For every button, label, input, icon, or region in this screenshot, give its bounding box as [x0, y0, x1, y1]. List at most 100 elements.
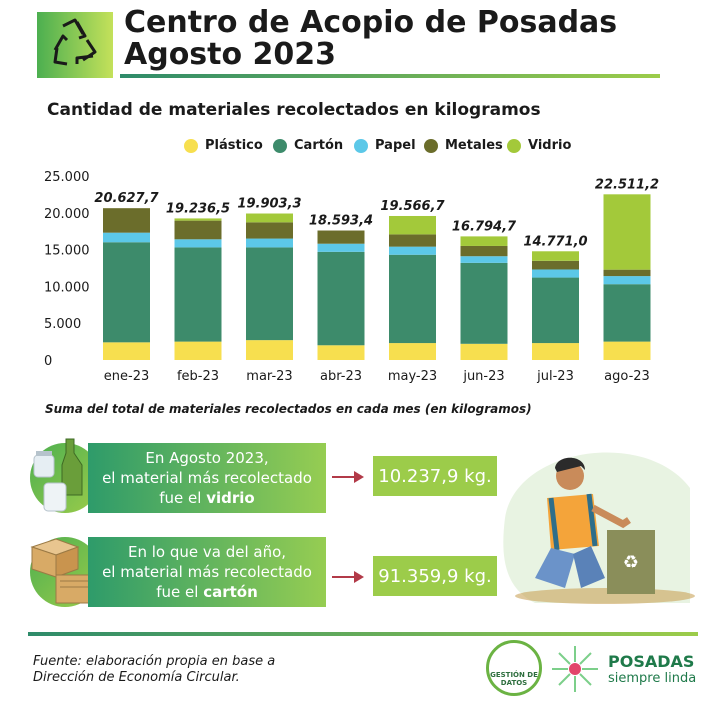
- bar-segment-metales: [246, 222, 293, 239]
- chart-caption: Suma del total de materiales recolectado…: [45, 402, 532, 416]
- x-tick-label: jul-23: [536, 369, 574, 384]
- page-title-line1: Centro de Acopio de Posadas: [124, 5, 618, 40]
- posadas-flower-logo-icon: [548, 642, 602, 696]
- highlight-august-prefix: fue el: [159, 489, 207, 507]
- stacked-bar-chart: 0 5.000 10.000 15.000 20.000 25.000 20.627,7 en…: [44, 170, 659, 384]
- y-tick-label: 20.000: [44, 207, 90, 222]
- person-recycling-icon: ♻: [495, 428, 695, 608]
- bar-segment-carton: [389, 254, 436, 344]
- x-tick-label: abr-23: [320, 369, 362, 384]
- bar-segment-vidrio: [174, 218, 222, 221]
- y-tick-label: 15.000: [44, 244, 90, 259]
- bar-segment-carton: [460, 262, 508, 344]
- x-tick-label: ene-23: [104, 369, 149, 384]
- bar-segment-metales: [603, 269, 651, 277]
- bar-segment-vidrio: [246, 213, 293, 223]
- municipal-name: POSADAS: [608, 652, 695, 671]
- chart-subtitle: Cantidad de materiales recolectados en k…: [47, 100, 541, 120]
- bar-segment-carton: [174, 247, 222, 342]
- bar-segment-plastico: [103, 342, 150, 360]
- x-tick-label: may-23: [388, 369, 437, 384]
- municipal-tagline: siempre linda: [608, 671, 697, 686]
- bar-segment-metales: [174, 220, 222, 240]
- bar-segment-papel: [174, 239, 222, 248]
- highlight-year-line1: En lo que va del año,: [127, 543, 287, 561]
- source-line1: Fuente: elaboración propia en base a: [33, 654, 276, 669]
- legend-item-metales: Metales: [424, 138, 503, 153]
- svg-text:♻: ♻: [623, 552, 639, 573]
- bar-segment-carton: [317, 251, 365, 346]
- source-line2: Dirección de Economía Circular.: [33, 670, 240, 685]
- legend-item-papel: Papel: [354, 138, 416, 153]
- legend-swatch-vidrio: [507, 138, 521, 153]
- highlight-year-prefix: fue el: [156, 583, 204, 601]
- legend-swatch-metales: [424, 138, 438, 153]
- bar-segment-carton: [103, 242, 150, 343]
- arrow-right-icon: [332, 471, 364, 483]
- y-tick-label: 10.000: [44, 280, 90, 295]
- bar-segment-vidrio: [389, 215, 436, 235]
- bar-segment-metales: [460, 245, 508, 257]
- highlight-year-line2: el material más recolectado: [102, 563, 312, 581]
- bar-segment-metales: [103, 208, 150, 233]
- value-august-vidrio: 10.237,9 kg.: [373, 456, 497, 496]
- bar-segment-metales: [317, 230, 365, 244]
- bar-segment-papel: [317, 243, 365, 252]
- footer-divider: [28, 632, 698, 636]
- bar-segment-metales: [532, 260, 579, 270]
- bar-total-label: 19.566,7: [380, 199, 445, 214]
- bar-segment-papel: [460, 256, 508, 263]
- y-tick-label: 5.000: [44, 317, 81, 332]
- bar-segment-plastico: [174, 341, 222, 360]
- bar-segment-plastico: [532, 343, 579, 360]
- bar-segment-carton: [246, 247, 293, 341]
- legend-label-plastico: Plástico: [205, 138, 263, 153]
- value-year-carton: 91.359,9 kg.: [373, 556, 497, 596]
- legend-swatch-papel: [354, 138, 368, 153]
- legend-label-metales: Metales: [445, 138, 503, 153]
- highlight-year-material: cartón: [203, 583, 258, 601]
- bar-segment-papel: [532, 269, 579, 278]
- legend-item-carton: Cartón: [273, 138, 343, 153]
- bar-total-label: 19.903,3: [237, 197, 301, 212]
- header-divider: [120, 74, 660, 78]
- legend-label-papel: Papel: [375, 138, 416, 153]
- legend-label-carton: Cartón: [294, 138, 344, 153]
- bar-segment-vidrio: [603, 194, 651, 270]
- x-tick-label: mar-23: [246, 369, 292, 384]
- arrow-right-icon: [332, 571, 364, 583]
- legend-label-vidrio: Vidrio: [528, 138, 572, 153]
- x-tick-label: jun-23: [462, 369, 504, 384]
- page-title-line2: Agosto 2023: [124, 37, 337, 72]
- bar-segment-papel: [103, 232, 150, 243]
- highlight-year-line3: fue el cartón: [156, 582, 258, 602]
- legend-item-plastico: Plástico: [184, 138, 263, 153]
- bar-total-label: 22.511,2: [595, 177, 659, 192]
- y-tick-label: 0: [44, 354, 52, 369]
- bar-segment-papel: [389, 246, 436, 255]
- bar-segment-plastico: [246, 340, 293, 360]
- bar-segment-plastico: [389, 343, 436, 360]
- highlight-august-line3: fue el vidrio: [159, 488, 254, 508]
- bar-segment-vidrio: [532, 251, 579, 261]
- highlight-august-material: vidrio: [206, 489, 255, 507]
- gestion-de-datos-logo: GESTIÓN DE DATOS: [486, 640, 542, 696]
- x-tick-label: feb-23: [177, 369, 219, 384]
- bar-segment-papel: [603, 276, 651, 285]
- legend-swatch-plastico: [184, 138, 198, 153]
- bar-segment-carton: [532, 277, 579, 344]
- legend-swatch-carton: [273, 138, 287, 153]
- highlight-panel-year: En lo que va del año, el material más re…: [88, 537, 326, 607]
- bar-total-label: 14.771,0: [523, 234, 587, 249]
- bar-segment-plastico: [460, 343, 508, 360]
- gestion-logo-text: GESTIÓN DE DATOS: [490, 671, 538, 687]
- y-tick-label: 25.000: [44, 170, 90, 185]
- recycle-logo-icon: [37, 12, 113, 78]
- bar-segment-carton: [603, 284, 651, 342]
- bar-total-label: 16.794,7: [452, 219, 517, 234]
- highlight-august-line2: el material más recolectado: [102, 469, 312, 487]
- legend-item-vidrio: Vidrio: [507, 138, 571, 153]
- bar-segment-vidrio: [460, 236, 508, 246]
- bar-segment-plastico: [603, 341, 651, 360]
- highlight-august-line1: En Agosto 2023,: [145, 449, 269, 467]
